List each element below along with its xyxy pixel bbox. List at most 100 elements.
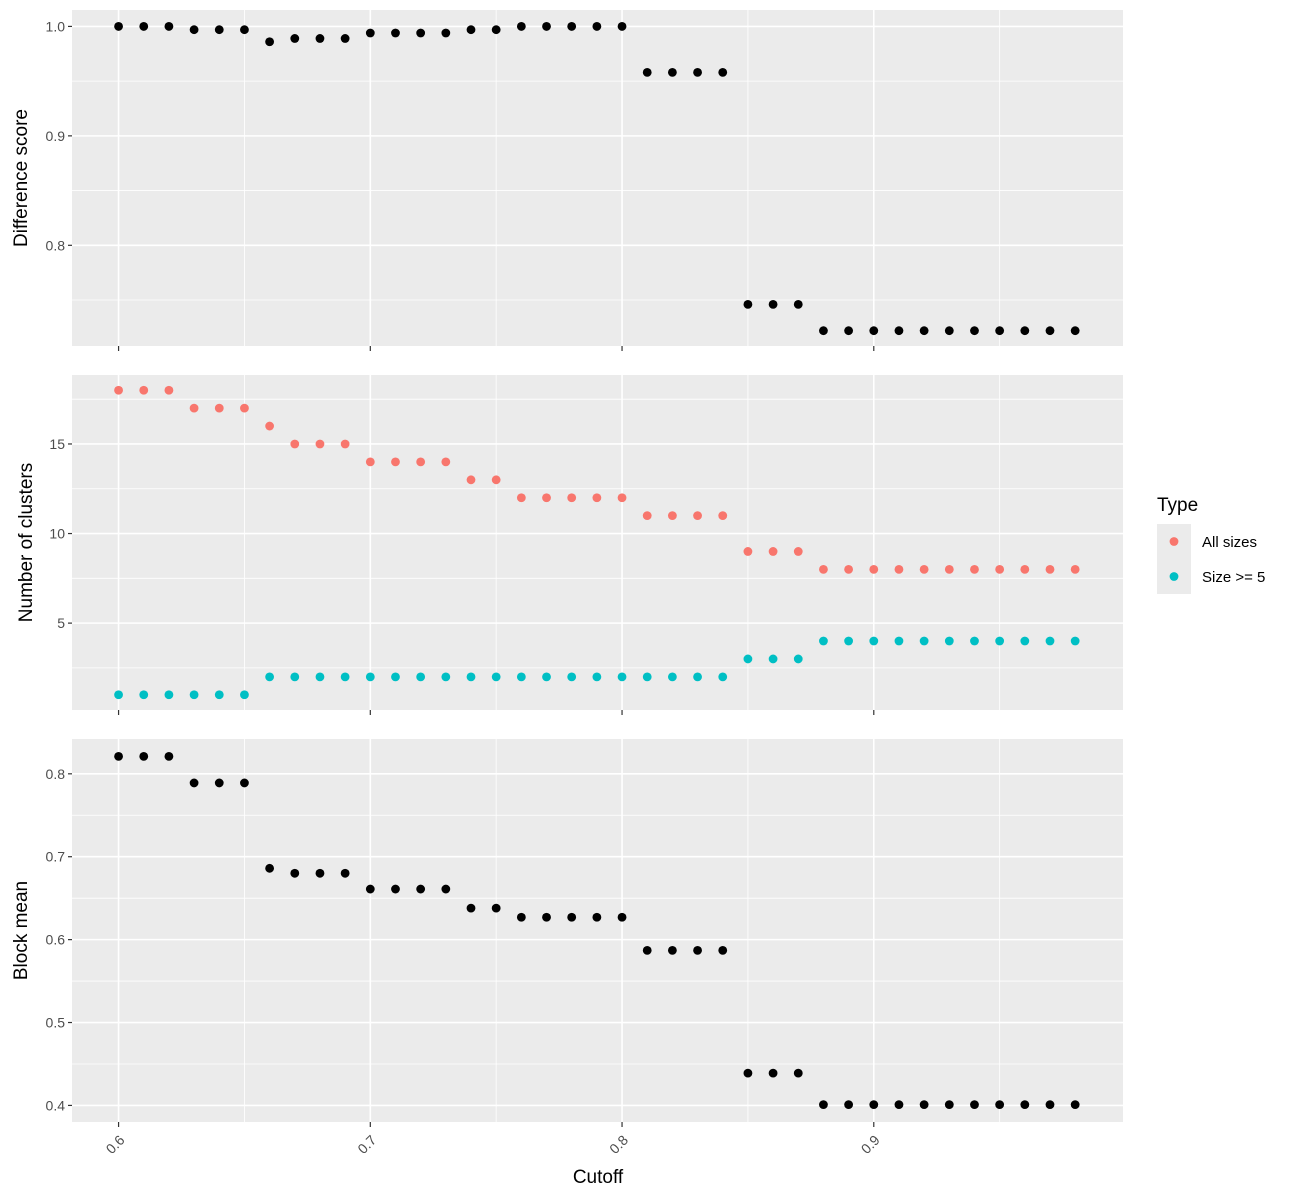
data-point [214, 690, 224, 700]
data-point [290, 439, 300, 449]
data-point [844, 636, 854, 646]
data-point [139, 385, 149, 395]
data-point [189, 25, 199, 35]
data-point [1070, 1100, 1080, 1109]
data-point [114, 690, 123, 700]
data-point [894, 636, 904, 646]
data-point [240, 690, 249, 700]
data-point [793, 1068, 803, 1078]
data-point [970, 1100, 979, 1109]
data-point [214, 778, 224, 788]
data-point [768, 1068, 778, 1078]
legend-title: Type [1157, 495, 1198, 516]
data-point [1070, 636, 1080, 646]
panel-middle: 5 10 15 Number of clusters [16, 375, 1123, 715]
y-tick-label: 1.0 [46, 18, 66, 34]
data-point [391, 884, 400, 894]
data-point [743, 547, 753, 556]
series-points [114, 636, 1080, 700]
y-tick-label: 0.8 [46, 766, 66, 782]
data-point [365, 672, 375, 682]
data-point [642, 945, 652, 955]
data-point [441, 457, 451, 467]
data-point [516, 493, 526, 503]
panel-background [72, 375, 1123, 710]
series-points [114, 752, 1080, 1109]
data-point [265, 863, 275, 873]
data-point [970, 326, 979, 336]
data-point [416, 672, 426, 682]
data-point [642, 672, 652, 682]
data-point [693, 67, 702, 77]
data-point [743, 300, 753, 309]
data-point [894, 564, 904, 574]
data-point [139, 752, 149, 761]
data-point [391, 457, 400, 467]
data-point [567, 493, 577, 503]
data-point [944, 636, 954, 646]
data-point [642, 511, 652, 521]
legend-key-point [1169, 572, 1179, 581]
data-point [1045, 1100, 1055, 1109]
data-point [139, 22, 149, 31]
data-point [516, 912, 526, 922]
data-point [491, 25, 501, 35]
y-tick-label: 0.9 [46, 128, 66, 144]
data-point [642, 67, 652, 77]
data-point [944, 326, 954, 336]
data-point [240, 778, 249, 788]
data-point [542, 493, 551, 503]
data-point [995, 1100, 1005, 1109]
data-point [592, 672, 602, 682]
data-point [189, 690, 199, 700]
y-tick-label: 0.7 [46, 849, 66, 865]
data-point [164, 385, 174, 395]
data-point [1045, 564, 1055, 574]
data-point [919, 326, 929, 336]
data-point [1020, 636, 1030, 646]
data-point [466, 475, 476, 485]
y-tick-label: 0.5 [46, 1015, 66, 1031]
panel-background [72, 739, 1123, 1122]
data-point [919, 636, 929, 646]
data-point [743, 654, 753, 664]
data-point [265, 421, 275, 431]
data-point [894, 1100, 904, 1109]
data-point [516, 672, 526, 682]
data-point [340, 34, 350, 43]
data-point [340, 868, 350, 878]
data-point [340, 439, 350, 449]
y-tick-label: 0.6 [46, 932, 66, 948]
data-point [718, 672, 728, 682]
data-point [667, 945, 677, 955]
y-axis-title: Difference score [11, 109, 32, 247]
data-point [970, 564, 979, 574]
data-point [718, 945, 728, 955]
data-point [592, 912, 602, 922]
data-point [214, 403, 224, 413]
data-point [844, 326, 854, 336]
data-point [391, 672, 400, 682]
data-point [114, 22, 123, 31]
data-point [240, 25, 249, 35]
data-point [315, 868, 325, 878]
series-points [114, 385, 1080, 574]
data-point [1020, 564, 1030, 574]
data-point [1020, 326, 1030, 336]
data-point [793, 300, 803, 309]
data-point [768, 654, 778, 664]
x-tick-label: 0.9 [858, 1132, 883, 1157]
y-tick-label: 0.8 [46, 237, 66, 253]
data-point [768, 300, 778, 309]
data-point [1045, 636, 1055, 646]
data-point [617, 912, 627, 922]
data-point [265, 672, 275, 682]
data-point [869, 564, 879, 574]
data-point [718, 67, 728, 77]
data-point [995, 326, 1005, 336]
data-point [819, 1100, 828, 1109]
data-point [743, 1068, 753, 1078]
data-point [416, 884, 426, 894]
x-tick-label: 0.8 [606, 1132, 631, 1157]
